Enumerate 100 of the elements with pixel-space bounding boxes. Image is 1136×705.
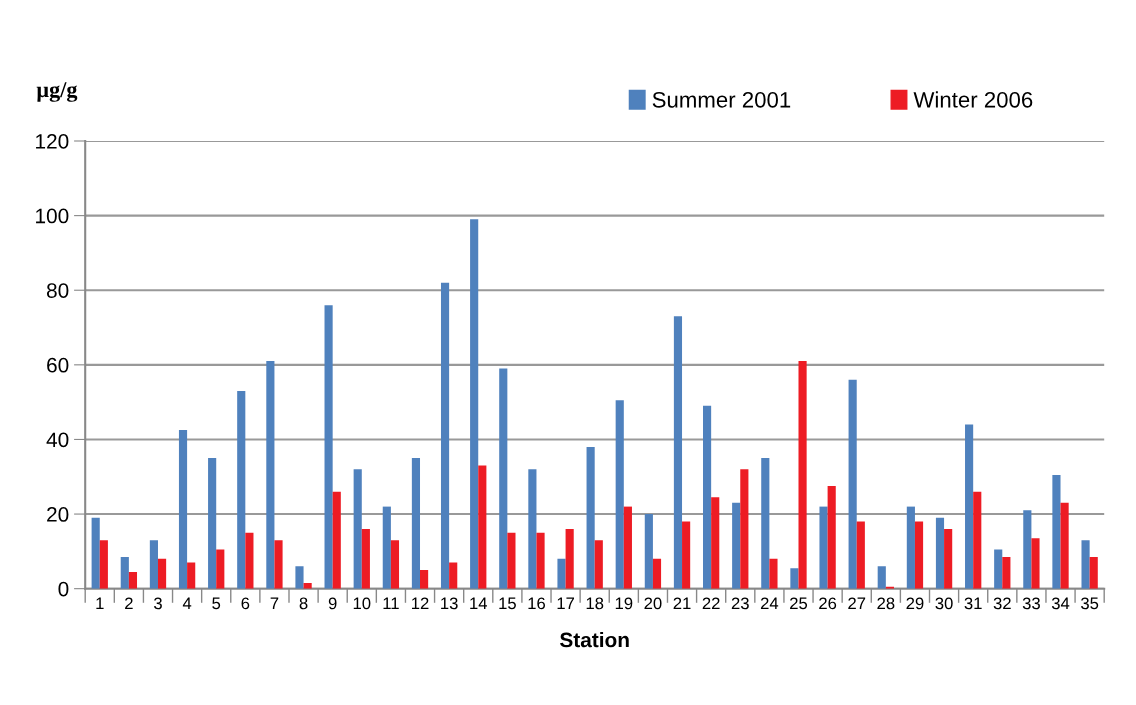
- bar: [507, 532, 516, 589]
- bar: [819, 506, 828, 589]
- bar: [149, 540, 158, 589]
- y-tick-label: 20: [47, 507, 69, 522]
- x-tick-label: 5: [212, 597, 221, 610]
- x-tick-label: 29: [906, 597, 924, 610]
- bar: [790, 568, 799, 589]
- bar: [798, 361, 807, 589]
- bar: [586, 446, 595, 589]
- bar: [565, 528, 574, 589]
- bar: [703, 405, 712, 589]
- bar: [274, 540, 283, 589]
- bar: [935, 517, 945, 589]
- bar: [1081, 540, 1090, 589]
- x-tick-label: 11: [383, 597, 399, 610]
- x-tick-label: 31: [964, 597, 982, 610]
- bar: [1060, 502, 1069, 589]
- bar: [324, 305, 333, 589]
- bar: [536, 532, 545, 589]
- x-tick-label: 24: [760, 597, 779, 610]
- bar: [644, 514, 653, 589]
- x-tick-label: 15: [499, 597, 516, 610]
- y-tick-label: 100: [36, 208, 69, 224]
- bar: [769, 558, 778, 589]
- bar: [440, 282, 450, 589]
- bar: [187, 562, 196, 589]
- x-tick-label: 13: [441, 597, 458, 610]
- bar: [499, 368, 508, 589]
- bar: [856, 521, 865, 589]
- x-tick-label: 2: [125, 597, 133, 610]
- bar: [1089, 556, 1098, 589]
- x-axis-title: Station: [560, 631, 629, 648]
- bar: [390, 540, 400, 589]
- x-tick-label: 16: [528, 597, 546, 610]
- bar: [470, 219, 479, 589]
- bar: [711, 497, 720, 589]
- bar: [1052, 474, 1061, 589]
- x-tick-label: 26: [819, 597, 837, 610]
- bar: [411, 458, 421, 589]
- bar: [623, 506, 632, 589]
- x-tick-label: 33: [1022, 597, 1040, 610]
- y-tick-label: 40: [46, 432, 69, 448]
- legend-label: Summer 2001: [652, 91, 791, 108]
- bar: [449, 562, 458, 589]
- bar: [99, 540, 108, 589]
- bar: [1031, 538, 1040, 589]
- y-axis-title: µg/g: [36, 82, 78, 102]
- bar: [1002, 556, 1011, 589]
- x-tick-label: 34: [1051, 597, 1070, 610]
- x-tick-label: 19: [615, 597, 633, 610]
- bar: [848, 379, 857, 589]
- bar: [994, 549, 1003, 589]
- bar: [944, 528, 953, 589]
- bar: [245, 532, 254, 589]
- x-tick-label: 25: [790, 597, 808, 610]
- x-tick-label: 8: [299, 597, 308, 610]
- bar: [973, 491, 982, 589]
- bar: [361, 528, 370, 589]
- bar: [914, 521, 924, 589]
- bar: [652, 558, 662, 589]
- x-tick-label: 6: [241, 597, 250, 610]
- bar: [673, 316, 683, 589]
- bar: [965, 424, 974, 589]
- x-tick-label: 23: [731, 597, 749, 610]
- x-tick-label: 10: [353, 597, 371, 610]
- bar: [906, 506, 915, 589]
- bar: [877, 566, 886, 589]
- x-tick-label: 12: [412, 597, 429, 610]
- x-tick-label: 18: [586, 597, 604, 610]
- bar: [295, 566, 304, 589]
- y-tick-label: 60: [47, 357, 69, 373]
- bar: [478, 465, 487, 589]
- x-tick-label: 17: [557, 597, 575, 610]
- bar: [1023, 510, 1032, 589]
- bar: [157, 558, 167, 589]
- x-tick-label: 32: [993, 597, 1011, 610]
- legend-label: Winter 2006: [913, 91, 1033, 108]
- bar: [237, 390, 246, 589]
- x-tick-label: 14: [470, 597, 488, 610]
- x-tick-label: 20: [644, 597, 662, 610]
- x-tick-label: 1: [96, 597, 104, 610]
- bar: [740, 469, 749, 589]
- bar: [420, 570, 429, 589]
- bar: [120, 556, 129, 589]
- bar: [216, 549, 225, 589]
- bar: [332, 491, 341, 589]
- bar: [353, 469, 362, 589]
- y-tick-label: 120: [36, 134, 69, 149]
- x-tick-label: 3: [153, 597, 162, 610]
- bar: [266, 361, 275, 589]
- x-tick-label: 4: [182, 597, 192, 610]
- bar: [208, 458, 217, 589]
- bar: [615, 400, 624, 589]
- x-tick-label: 22: [702, 597, 720, 610]
- x-tick-label: 27: [848, 597, 866, 610]
- bar: [827, 486, 836, 589]
- x-tick-label: 35: [1081, 597, 1099, 610]
- bar: [528, 469, 537, 589]
- bar: [382, 506, 391, 589]
- x-tick-label: 9: [328, 597, 337, 610]
